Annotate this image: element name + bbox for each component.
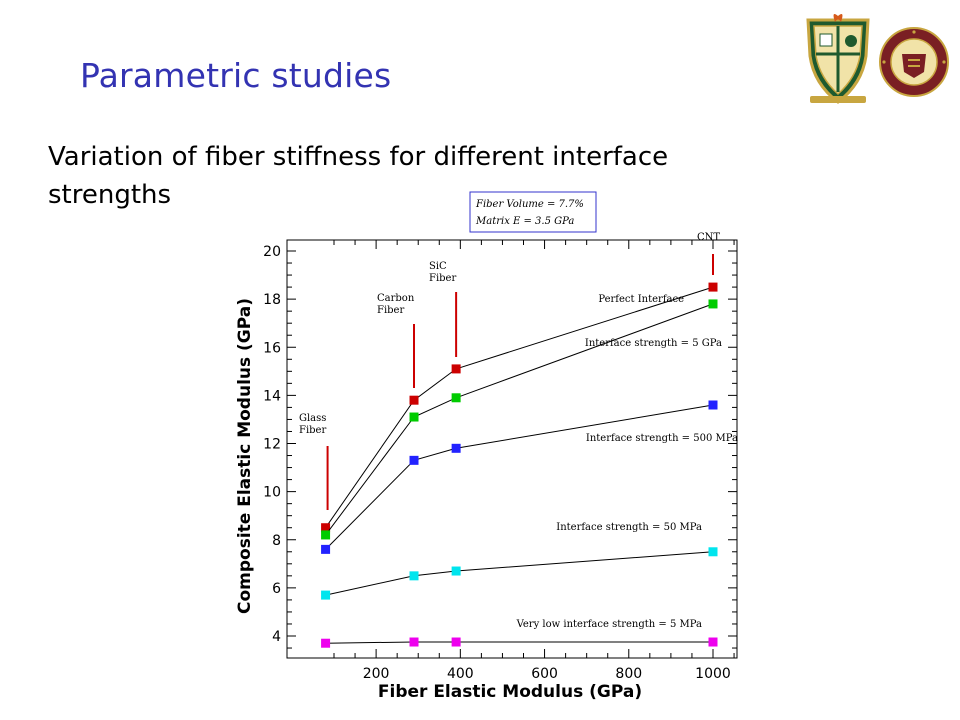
x-tick-label: 200 [363,666,390,682]
slide-subtitle: Variation of fiber stiffness for differe… [48,142,669,210]
series-label: Perfect Interface [598,294,684,305]
fiber-label: SiC [429,261,447,272]
y-tick-label: 20 [263,244,281,260]
y-tick-label: 6 [272,581,281,597]
y-tick-label: 4 [272,629,281,645]
fiber-label: Fiber [299,425,326,436]
series-line-4 [325,551,714,596]
fiber-label: Glass [299,413,326,424]
data-point [708,400,718,410]
data-point [321,638,331,648]
info-box [469,191,597,233]
data-point [708,637,718,647]
series-line-2 [325,303,714,536]
y-tick-label: 16 [263,340,281,356]
y-tick-label: 10 [263,485,281,501]
fiber-label: Fiber [377,305,404,316]
x-axis-title: Fiber Elastic Modulus (GPa) [378,682,642,702]
y-axis-title: Composite Elastic Modulus (GPa) [235,298,255,614]
data-point [708,547,718,557]
data-point [409,412,419,422]
data-point [451,393,461,403]
series-label: Interface strength = 50 MPa [556,522,702,533]
x-tick-label: 800 [615,666,642,682]
data-point [708,282,718,292]
crest-logo [806,14,870,104]
data-point [321,523,331,533]
data-point [321,530,331,540]
data-point [321,590,331,600]
florida-state-university-seal [879,27,949,97]
fiber-label: Carbon [377,293,415,304]
slide-title: Parametric studies [80,56,392,95]
x-tick-label: 600 [531,666,558,682]
data-point [451,364,461,374]
x-tick-label: 400 [447,666,474,682]
series-label: Very low interface strength = 5 MPa [516,619,702,630]
data-point [321,544,331,554]
y-tick-label: 8 [272,533,281,549]
series-line-3 [325,404,714,550]
series-label: Interface strength = 5 GPa [585,338,722,349]
data-point [451,443,461,453]
y-tick-label: 14 [263,388,281,404]
fiber-label: CNT [697,232,720,243]
info-box-text: Fiber Volume = 7.7% [475,199,584,210]
data-point [409,571,419,581]
y-tick-label: 18 [263,292,281,308]
x-tick-label: 1000 [695,666,731,682]
series-line-1 [325,286,714,528]
data-point [708,299,718,309]
plot-frame [286,239,738,659]
data-point [409,637,419,647]
data-point [409,455,419,465]
series-line-5 [325,641,713,644]
data-point [409,395,419,405]
fiber-label: Fiber [429,273,456,284]
data-point [451,637,461,647]
series-label: Interface strength = 500 MPa [586,433,738,444]
info-box-text: Matrix E = 3.5 GPa [475,216,574,227]
y-tick-label: 12 [263,437,281,453]
data-point [451,566,461,576]
